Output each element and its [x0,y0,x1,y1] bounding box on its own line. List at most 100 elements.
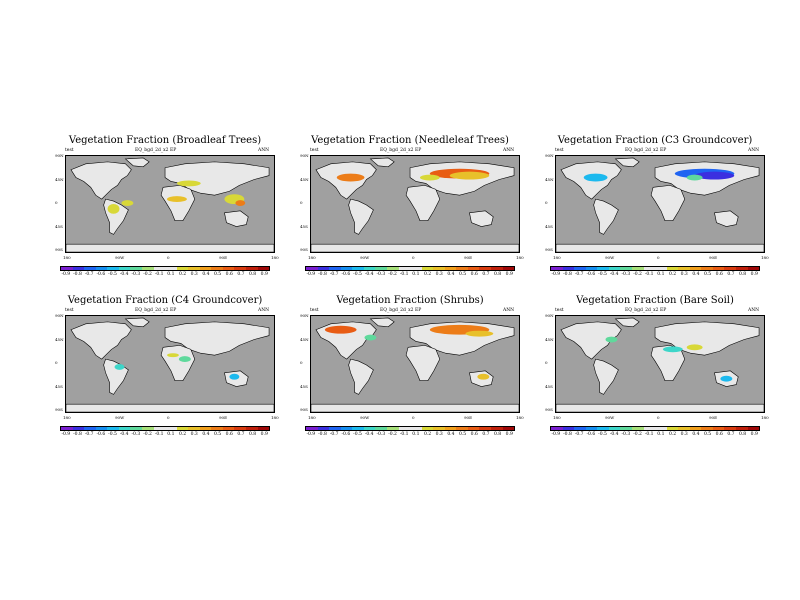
colorbar-tick-label: 0.7 [727,432,735,437]
colorbar-labels: -0.9 -0.8 -0.7 -0.6 -0.5 -0.4 -0.3 -0.2 -0.1 0.1 0… [305,432,515,437]
panel-case-label: test [555,308,564,313]
colorbar-swatch [398,427,411,430]
colorbar-tick-label: 0.7 [237,272,245,277]
colorbar-swatch [176,427,189,430]
colorbar-tick-label: 0.2 [423,272,432,277]
colorbar-swatch [130,427,142,430]
colorbar-tick-label: -0.2 [633,272,642,277]
colorbar-tick-label: -0.8 [563,272,572,277]
lon-tick-label: 180 [761,415,769,420]
colorbar-swatch [678,267,690,270]
colorbar-swatch [211,427,223,430]
colorbar-tick-label: 0.5 [213,272,222,277]
map-panel: Vegetation Fraction (Shrubs) test EQ_bgd_2… [300,295,540,445]
panel-season: ANN [748,308,760,313]
landmass [160,185,196,221]
colorbar-swatch [211,267,223,270]
colorbar-swatch [95,427,108,430]
colorbar-swatch [352,427,364,430]
colorbar-tick-label: 0.3 [435,272,443,277]
colorbar-swatch [444,267,457,270]
lat-tick-label: 45N [55,176,64,182]
colorbar-tick-label: -0.1 [644,432,654,437]
lat-tick-label: 45S [545,223,553,229]
colorbar-swatch [421,427,434,430]
colorbar-swatch [608,267,621,270]
colorbar-swatch [246,267,258,270]
colorbar-swatch [317,267,330,270]
panel-ref-label: EQ_bgd_2d_x2 EP [625,148,667,153]
colorbar-swatch [747,267,760,270]
colorbar-swatch [410,267,422,270]
colorbar-tick-label: 0.9 [750,272,758,277]
colorbar-swatch [61,427,73,430]
landmass [124,157,150,168]
colorbar-swatch [130,267,142,270]
landmass [405,185,441,221]
colorbar-tick-label: 0.6 [470,432,478,437]
colorbar-tick-label: 0.1 [412,432,420,437]
colorbar-swatch [375,267,387,270]
colorbar-tick-label: 0.2 [668,272,677,277]
lat-tick-label: 0 [55,360,58,365]
landmass [369,157,395,168]
colorbar-swatch [502,267,515,270]
colorbar-tick-label: -0.2 [388,432,397,437]
landmass [103,358,129,395]
landmass [593,358,619,395]
panel-title: Vegetation Fraction (C3 Groundcover) [557,135,753,146]
lon-tick-label: 90E [219,255,228,260]
value-patch [419,174,440,181]
colorbar-labels: -0.9 -0.8 -0.7 -0.6 -0.5 -0.4 -0.3 -0.2 -0.1 0.1 0… [305,272,515,277]
colorbar-swatch [340,267,353,270]
colorbar-tick-label: 0.6 [470,272,478,277]
lat-tick-label: 45S [300,383,308,389]
world-map [555,315,765,413]
colorbar-tick-label: 0.4 [202,432,210,437]
colorbar-tick-label: 0.2 [668,432,677,437]
lat-tick-label: 90S [300,407,308,412]
colorbar-swatch [165,427,177,430]
colorbar-swatch [118,267,131,270]
colorbar-swatch [141,427,154,430]
panel-title: Vegetation Fraction (Needleleaf Trees) [311,135,509,146]
landmass [160,345,196,381]
colorbar-tick-label: 0.3 [680,432,688,437]
colorbar [305,426,515,431]
colorbar-swatch [107,267,119,270]
colorbar-swatch [467,267,480,270]
colorbar-swatch [479,427,491,430]
lat-tick-label: 0 [545,360,548,365]
lon-tick-label: 90E [709,415,718,420]
colorbar-tick-label: -0.8 [318,432,327,437]
value-patch [449,171,490,180]
landmass [369,317,395,328]
lat-tick-label: 45S [545,383,553,389]
colorbar-tick-label: -0.2 [633,432,642,437]
value-patch [324,325,357,334]
lat-tick-label: 90N [545,313,554,318]
colorbar-labels: -0.9 -0.8 -0.7 -0.6 -0.5 -0.4 -0.3 -0.2 -0.1 0.1 0… [550,272,760,277]
panel-ref-label: EQ_bgd_2d_x2 EP [380,148,422,153]
colorbar-swatch [234,427,246,430]
colorbar-tick-label: 0.9 [750,432,758,437]
colorbar-swatch [655,427,667,430]
colorbar-tick-label: -0.3 [376,432,386,437]
panel-case-label: test [310,308,319,313]
colorbar-tick-label: -0.1 [154,272,164,277]
colorbar-tick-label: -0.4 [609,432,619,437]
colorbar-swatch [176,267,189,270]
colorbar-swatch [502,427,515,430]
panel-ref-label: EQ_bgd_2d_x2 EP [135,308,177,313]
panel-season: ANN [748,148,760,153]
colorbar-swatch [257,267,270,270]
lon-tick-label: 180 [63,255,71,260]
landmass [66,243,274,252]
colorbar-tick-label: -0.8 [73,272,82,277]
colorbar-tick-label: 0.8 [249,432,257,437]
colorbar-tick-label: -0.3 [621,432,631,437]
lon-tick-label: 90W [360,415,370,420]
colorbar-swatch [306,267,318,270]
panel-season: ANN [503,148,515,153]
colorbar-swatch [329,267,341,270]
